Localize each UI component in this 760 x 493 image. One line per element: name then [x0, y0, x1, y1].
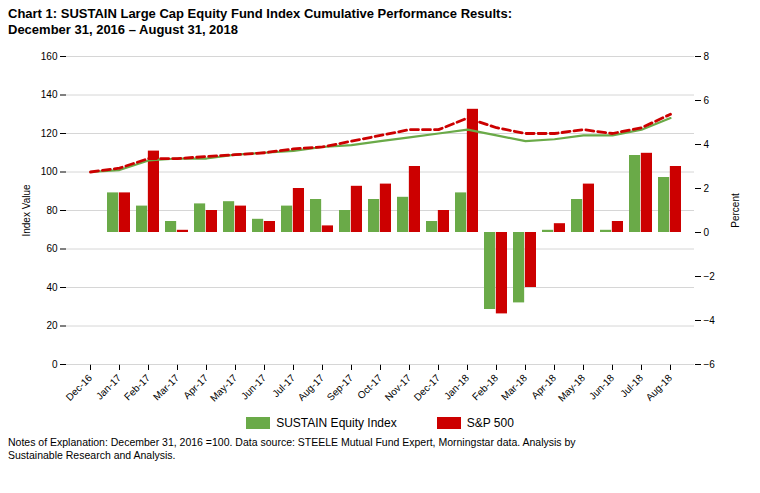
svg-text:6: 6	[704, 95, 710, 106]
svg-text:Aug-18: Aug-18	[644, 372, 675, 403]
svg-text:40: 40	[46, 282, 58, 293]
html-text:SUSTAIN Equity Index: SUSTAIN Equity Index	[276, 416, 397, 430]
html-text:December 31, 2016 – August 31,: December 31, 2016 – August 31, 2018	[8, 22, 238, 37]
svg-text:Dec-16: Dec-16	[64, 372, 95, 403]
svg-text:2: 2	[704, 183, 710, 194]
svg-text:Index Value: Index Value	[21, 184, 32, 237]
svg-text:Dec-17: Dec-17	[412, 372, 443, 403]
svg-text:Apr-17: Apr-17	[181, 372, 210, 401]
svg-text:Jun-17: Jun-17	[239, 372, 269, 402]
html-text:Notes of Explanation: December: Notes of Explanation: December 31, 2016 …	[8, 436, 576, 461]
svg-text:20: 20	[46, 320, 58, 331]
svg-text:0: 0	[704, 227, 710, 238]
svg-text:−6: −6	[704, 359, 716, 370]
svg-text:Oct-17: Oct-17	[355, 372, 384, 401]
svg-text:Sep-17: Sep-17	[325, 372, 356, 403]
svg-text:120: 120	[41, 128, 58, 139]
svg-text:Aug-17: Aug-17	[296, 372, 327, 403]
svg-text:Jul-18: Jul-18	[618, 372, 645, 399]
svg-text:−4: −4	[704, 315, 716, 326]
svg-text:Percent: Percent	[730, 193, 741, 228]
svg-text:Nov-17: Nov-17	[383, 372, 414, 403]
svg-text:Jan-17: Jan-17	[94, 372, 124, 402]
svg-text:160: 160	[41, 51, 58, 62]
svg-text:May-18: May-18	[556, 372, 588, 404]
svg-text:0: 0	[52, 359, 58, 370]
html-text:Chart 1: SUSTAIN Large Cap Equ: Chart 1: SUSTAIN Large Cap Equity Fund I…	[8, 6, 512, 21]
svg-text:Apr-18: Apr-18	[529, 372, 558, 401]
svg-text:8: 8	[704, 51, 710, 62]
svg-text:4: 4	[704, 139, 710, 150]
svg-text:Feb-18: Feb-18	[470, 372, 500, 402]
html-text:S&P 500: S&P 500	[466, 416, 514, 430]
svg-text:Mar-17: Mar-17	[151, 372, 181, 402]
svg-text:Feb-17: Feb-17	[122, 372, 152, 402]
svg-text:100: 100	[41, 166, 58, 177]
svg-text:140: 140	[41, 89, 58, 100]
svg-text:Jan-18: Jan-18	[442, 372, 472, 402]
svg-text:60: 60	[46, 243, 58, 254]
svg-text:−2: −2	[704, 271, 716, 282]
svg-text:Jul-17: Jul-17	[270, 372, 297, 399]
svg-text:80: 80	[46, 205, 58, 216]
svg-text:Jun-18: Jun-18	[587, 372, 617, 402]
svg-text:May-17: May-17	[208, 372, 240, 404]
svg-text:Mar-18: Mar-18	[499, 372, 529, 402]
